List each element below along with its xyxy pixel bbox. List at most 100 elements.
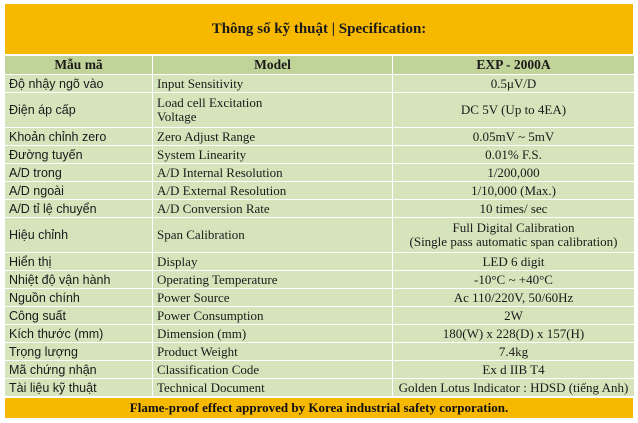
spec-label-en: Display <box>152 252 393 271</box>
spec-label-vi: A/D trong <box>4 163 153 182</box>
spec-value-line: 7.4kg <box>498 343 529 359</box>
spec-value: 180(W) x 228(D) x 157(H) <box>392 324 635 343</box>
spec-label-en-line: Voltage <box>157 109 197 124</box>
spec-label-vi: Độ nhậy ngõ vào <box>4 74 153 93</box>
spec-label-en-line: A/D Internal Resolution <box>157 164 283 180</box>
spec-row: A/D trong A/D Internal Resolution 1/200,00… <box>4 163 635 182</box>
spec-label-en: Power Source <box>152 288 393 307</box>
spec-row: Trọng lượng Product Weight 7.4kg <box>4 342 635 361</box>
spec-label-en-line: Input Sensitivity <box>157 75 244 91</box>
spec-row: Nguồn chính Power Source Ac 110/220V, 50/6… <box>4 288 635 307</box>
spec-value-line: Ac 110/220V, 50/60Hz <box>453 289 574 305</box>
spec-label-vi: Hiệu chỉnh <box>4 217 153 253</box>
spec-row: A/D ngoài A/D External Resolution 1/10,000… <box>4 181 635 200</box>
spec-value: 7.4kg <box>392 342 635 361</box>
spec-value-line: (Single pass automatic span calibration) <box>409 234 618 249</box>
spec-value-line: 1/10,000 (Max.) <box>471 182 556 198</box>
spec-value: -10°C ~ +40°C <box>392 270 635 289</box>
spec-value-line: 180(W) x 228(D) x 157(H) <box>442 325 585 341</box>
spec-label-en-line: Load cell Excitation <box>157 95 263 110</box>
spec-row: Tài liệu kỹ thuật Technical Document Golde… <box>4 378 635 397</box>
spec-value: 1/200,000 <box>392 163 635 182</box>
spec-label-en-line: Span Calibration <box>157 227 245 242</box>
header-model: Model <box>152 55 393 75</box>
spec-value: Golden Lotus Indicator : HDSD (tiếng Anh… <box>392 378 635 397</box>
spec-label-en-line: A/D Conversion Rate <box>157 200 270 216</box>
spec-label-en: Operating Temperature <box>152 270 393 289</box>
spec-label-vi: A/D tỉ lệ chuyển <box>4 199 153 218</box>
spec-label-vi: Trọng lượng <box>4 342 153 361</box>
spec-row: Điện áp cấp Load cell Excitation Voltage DC… <box>4 92 635 128</box>
spec-title: Thông số kỹ thuật | Specification: <box>4 3 634 55</box>
spec-label-en-line: Technical Document <box>157 379 265 395</box>
spec-label-vi: Mã chứng nhận <box>4 360 153 379</box>
spec-label-vi: Hiển thị <box>4 252 153 271</box>
spec-value: 1/10,000 (Max.) <box>392 181 635 200</box>
spec-label-en: Load cell Excitation Voltage <box>152 92 393 128</box>
spec-label-en-line: Power Consumption <box>157 307 264 323</box>
spec-label-en-line: Product Weight <box>157 343 238 359</box>
spec-label-vi: Nguồn chính <box>4 288 153 307</box>
spec-body: Độ nhậy ngõ vào Input Sensitivity 0.5μV/D Đ… <box>4 74 635 397</box>
spec-label-vi: A/D ngoài <box>4 181 153 200</box>
spec-value-line: 10 times/ sec <box>479 200 548 216</box>
spec-label-en: Dimension (mm) <box>152 324 393 343</box>
header-vi: Mẫu mã <box>4 55 153 75</box>
spec-value-line: Ex d IIB T4 <box>482 361 545 377</box>
spec-value-line: 0.05mV ~ 5mV <box>472 128 555 144</box>
spec-value: Ex d IIB T4 <box>392 360 635 379</box>
spec-label-en-line: Dimension (mm) <box>157 325 247 341</box>
spec-row: Mã chứng nhận Classification Code Ex d IIB… <box>4 360 635 379</box>
spec-label-en-line: Classification Code <box>157 361 260 377</box>
spec-row: Độ nhậy ngõ vào Input Sensitivity 0.5μV/D <box>4 74 635 93</box>
spec-value-line: DC 5V (Up to 4EA) <box>460 102 567 117</box>
spec-label-en-line: System Linearity <box>157 146 247 162</box>
spec-label-vi: Đường tuyến <box>4 145 153 164</box>
spec-label-vi: Công suất <box>4 306 153 325</box>
spec-row: Đường tuyến System Linearity 0.01% F.S. <box>4 145 635 164</box>
spec-label-vi: Khoản chỉnh zero <box>4 127 153 146</box>
spec-value: 0.01% F.S. <box>392 145 635 164</box>
spec-label-en: Span Calibration <box>152 217 393 253</box>
spec-row: Khoản chỉnh zero Zero Adjust Range 0.05mV … <box>4 127 635 146</box>
spec-value: Full Digital Calibration (Single pass aut… <box>392 217 635 253</box>
spec-row: Hiệu chỉnh Span Calibration Full Digital C… <box>4 217 635 253</box>
spec-label-en: System Linearity <box>152 145 393 164</box>
spec-label-vi: Kích thước (mm) <box>4 324 153 343</box>
spec-value-line: Full Digital Calibration <box>452 220 575 235</box>
spec-row: Nhiệt độ vận hành Operating Temperature -1… <box>4 270 635 289</box>
spec-row: Hiển thị Display LED 6 digit <box>4 252 635 271</box>
spec-label-en: A/D Internal Resolution <box>152 163 393 182</box>
spec-label-en: Power Consumption <box>152 306 393 325</box>
spec-value-line: 0.01% F.S. <box>485 146 542 162</box>
spec-label-en-line: Zero Adjust Range <box>157 128 256 144</box>
spec-value-line: LED 6 digit <box>482 253 545 269</box>
spec-value: 2W <box>392 306 635 325</box>
spec-value: Ac 110/220V, 50/60Hz <box>392 288 635 307</box>
spec-table: Mẫu mã Model EXP - 2000A Độ nhậy ngõ vào… <box>4 55 635 397</box>
spec-label-vi: Nhiệt độ vận hành <box>4 270 153 289</box>
spec-label-en-line: Operating Temperature <box>157 271 278 287</box>
spec-label-en-line: Power Source <box>157 289 230 305</box>
spec-label-en: Technical Document <box>152 378 393 397</box>
spec-row: A/D tỉ lệ chuyển A/D Conversion Rate 10 ti… <box>4 199 635 218</box>
spec-row: Kích thước (mm) Dimension (mm) 180(W) x 22… <box>4 324 635 343</box>
spec-label-en-line: A/D External Resolution <box>157 182 287 198</box>
spec-label-en: A/D Conversion Rate <box>152 199 393 218</box>
spec-value: 0.05mV ~ 5mV <box>392 127 635 146</box>
spec-value: LED 6 digit <box>392 252 635 271</box>
spec-label-en: Product Weight <box>152 342 393 361</box>
spec-label-en: Input Sensitivity <box>152 74 393 93</box>
spec-label-en: A/D External Resolution <box>152 181 393 200</box>
spec-value: DC 5V (Up to 4EA) <box>392 92 635 128</box>
certification-banner: Flame-proof effect approved by Korea ind… <box>4 397 634 419</box>
spec-header-row: Mẫu mã Model EXP - 2000A <box>4 55 635 75</box>
spec-value-line: 2W <box>504 307 523 323</box>
spec-value-line: 1/200,000 <box>487 164 540 180</box>
header-model-name: EXP - 2000A <box>392 55 635 75</box>
spec-label-vi: Điện áp cấp <box>4 92 153 128</box>
spec-value-line: -10°C ~ +40°C <box>474 271 553 287</box>
spec-sheet: Thông số kỹ thuật | Specification: Mẫu m… <box>4 3 635 419</box>
certification-text: Flame-proof effect approved by Korea ind… <box>129 400 509 416</box>
spec-label-en-line: Display <box>157 253 198 269</box>
